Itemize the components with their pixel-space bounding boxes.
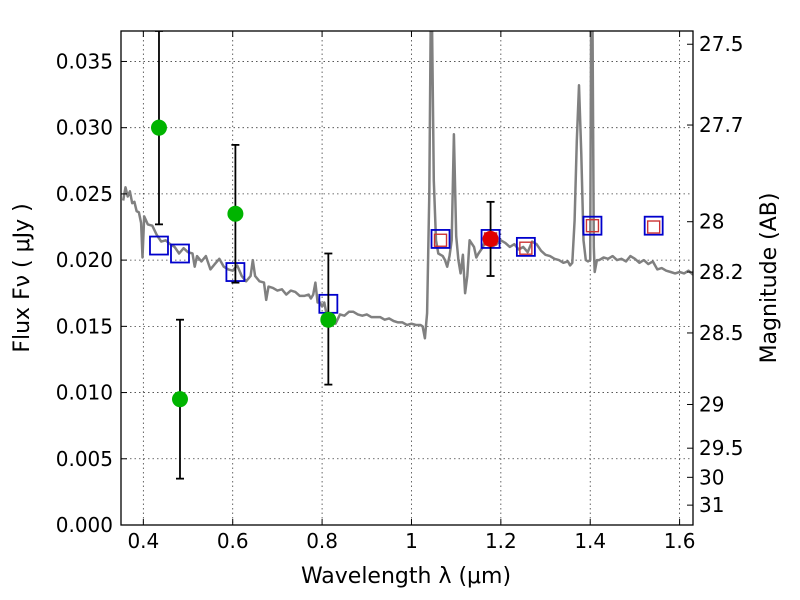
magnitude-tick-label: 30 [699,465,724,489]
magnitude-tick-label: 28 [699,210,724,234]
y-axis-title: Flux Fν ( μJy ) [10,203,35,352]
y-tick-label: 0.015 [56,314,113,338]
magnitude-tick-label: 27.7 [699,113,744,137]
model-photometry-marker [515,236,536,257]
observed-flux-point [482,230,499,247]
model-photometry-marker [643,215,664,236]
magnitude-tick-label: 31 [699,493,724,517]
model-photometry-marker [170,243,190,264]
y-tick-label: 0.035 [56,49,113,73]
observed-flux-point [150,119,167,136]
nir-photometry-marker [585,218,600,233]
data-layer [121,31,693,480]
nir-photometry-marker [433,233,448,247]
magnitude-tick-label: 28.2 [699,260,744,284]
x-tick-label: 1.6 [664,529,696,553]
nir-photometry-marker [646,220,661,234]
magnitude-tick-label: 29 [699,392,724,416]
model-photometry-marker [430,229,451,249]
x-tick-label: 0.8 [306,529,338,553]
plot-background [121,31,693,525]
observed-flux-point [171,391,188,408]
observed-flux-point [227,205,244,222]
spectrum-line [121,31,693,340]
x-axis-title: Wavelength λ (μm) [301,564,511,589]
model-photometry-marker [149,235,169,256]
plot-frame [120,30,694,526]
x-tick-label: 0.6 [217,529,249,553]
x-tick-label: 1.4 [574,529,606,553]
magnitude-tick-label: 27.5 [699,32,744,56]
x-tick-label: 0.4 [127,529,159,553]
y-tick-label: 0.010 [56,381,113,405]
y-tick-label: 0.020 [56,248,113,272]
magnitude-tick-label: 28.5 [699,321,744,345]
model-photometry-marker [582,215,603,236]
axis-ticks: 0.4 0.6 0.8 1 1.2 1.4 1.6 0.000 0.005 0.010 0.015 0… [56,31,744,553]
magnitude-tick-label: 29.5 [699,436,744,460]
y-tick-label: 0.000 [56,513,113,537]
nir-photometry-marker [519,241,533,255]
y-tick-label: 0.005 [56,447,113,471]
x-tick-label: 1.2 [485,529,517,553]
x-tick-label: 1 [405,529,418,553]
y-tick-label: 0.025 [56,182,113,206]
observed-flux-point [320,311,337,328]
y-tick-label: 0.030 [56,116,113,140]
y-axis-title-right: Magnitude (AB) [757,193,782,364]
